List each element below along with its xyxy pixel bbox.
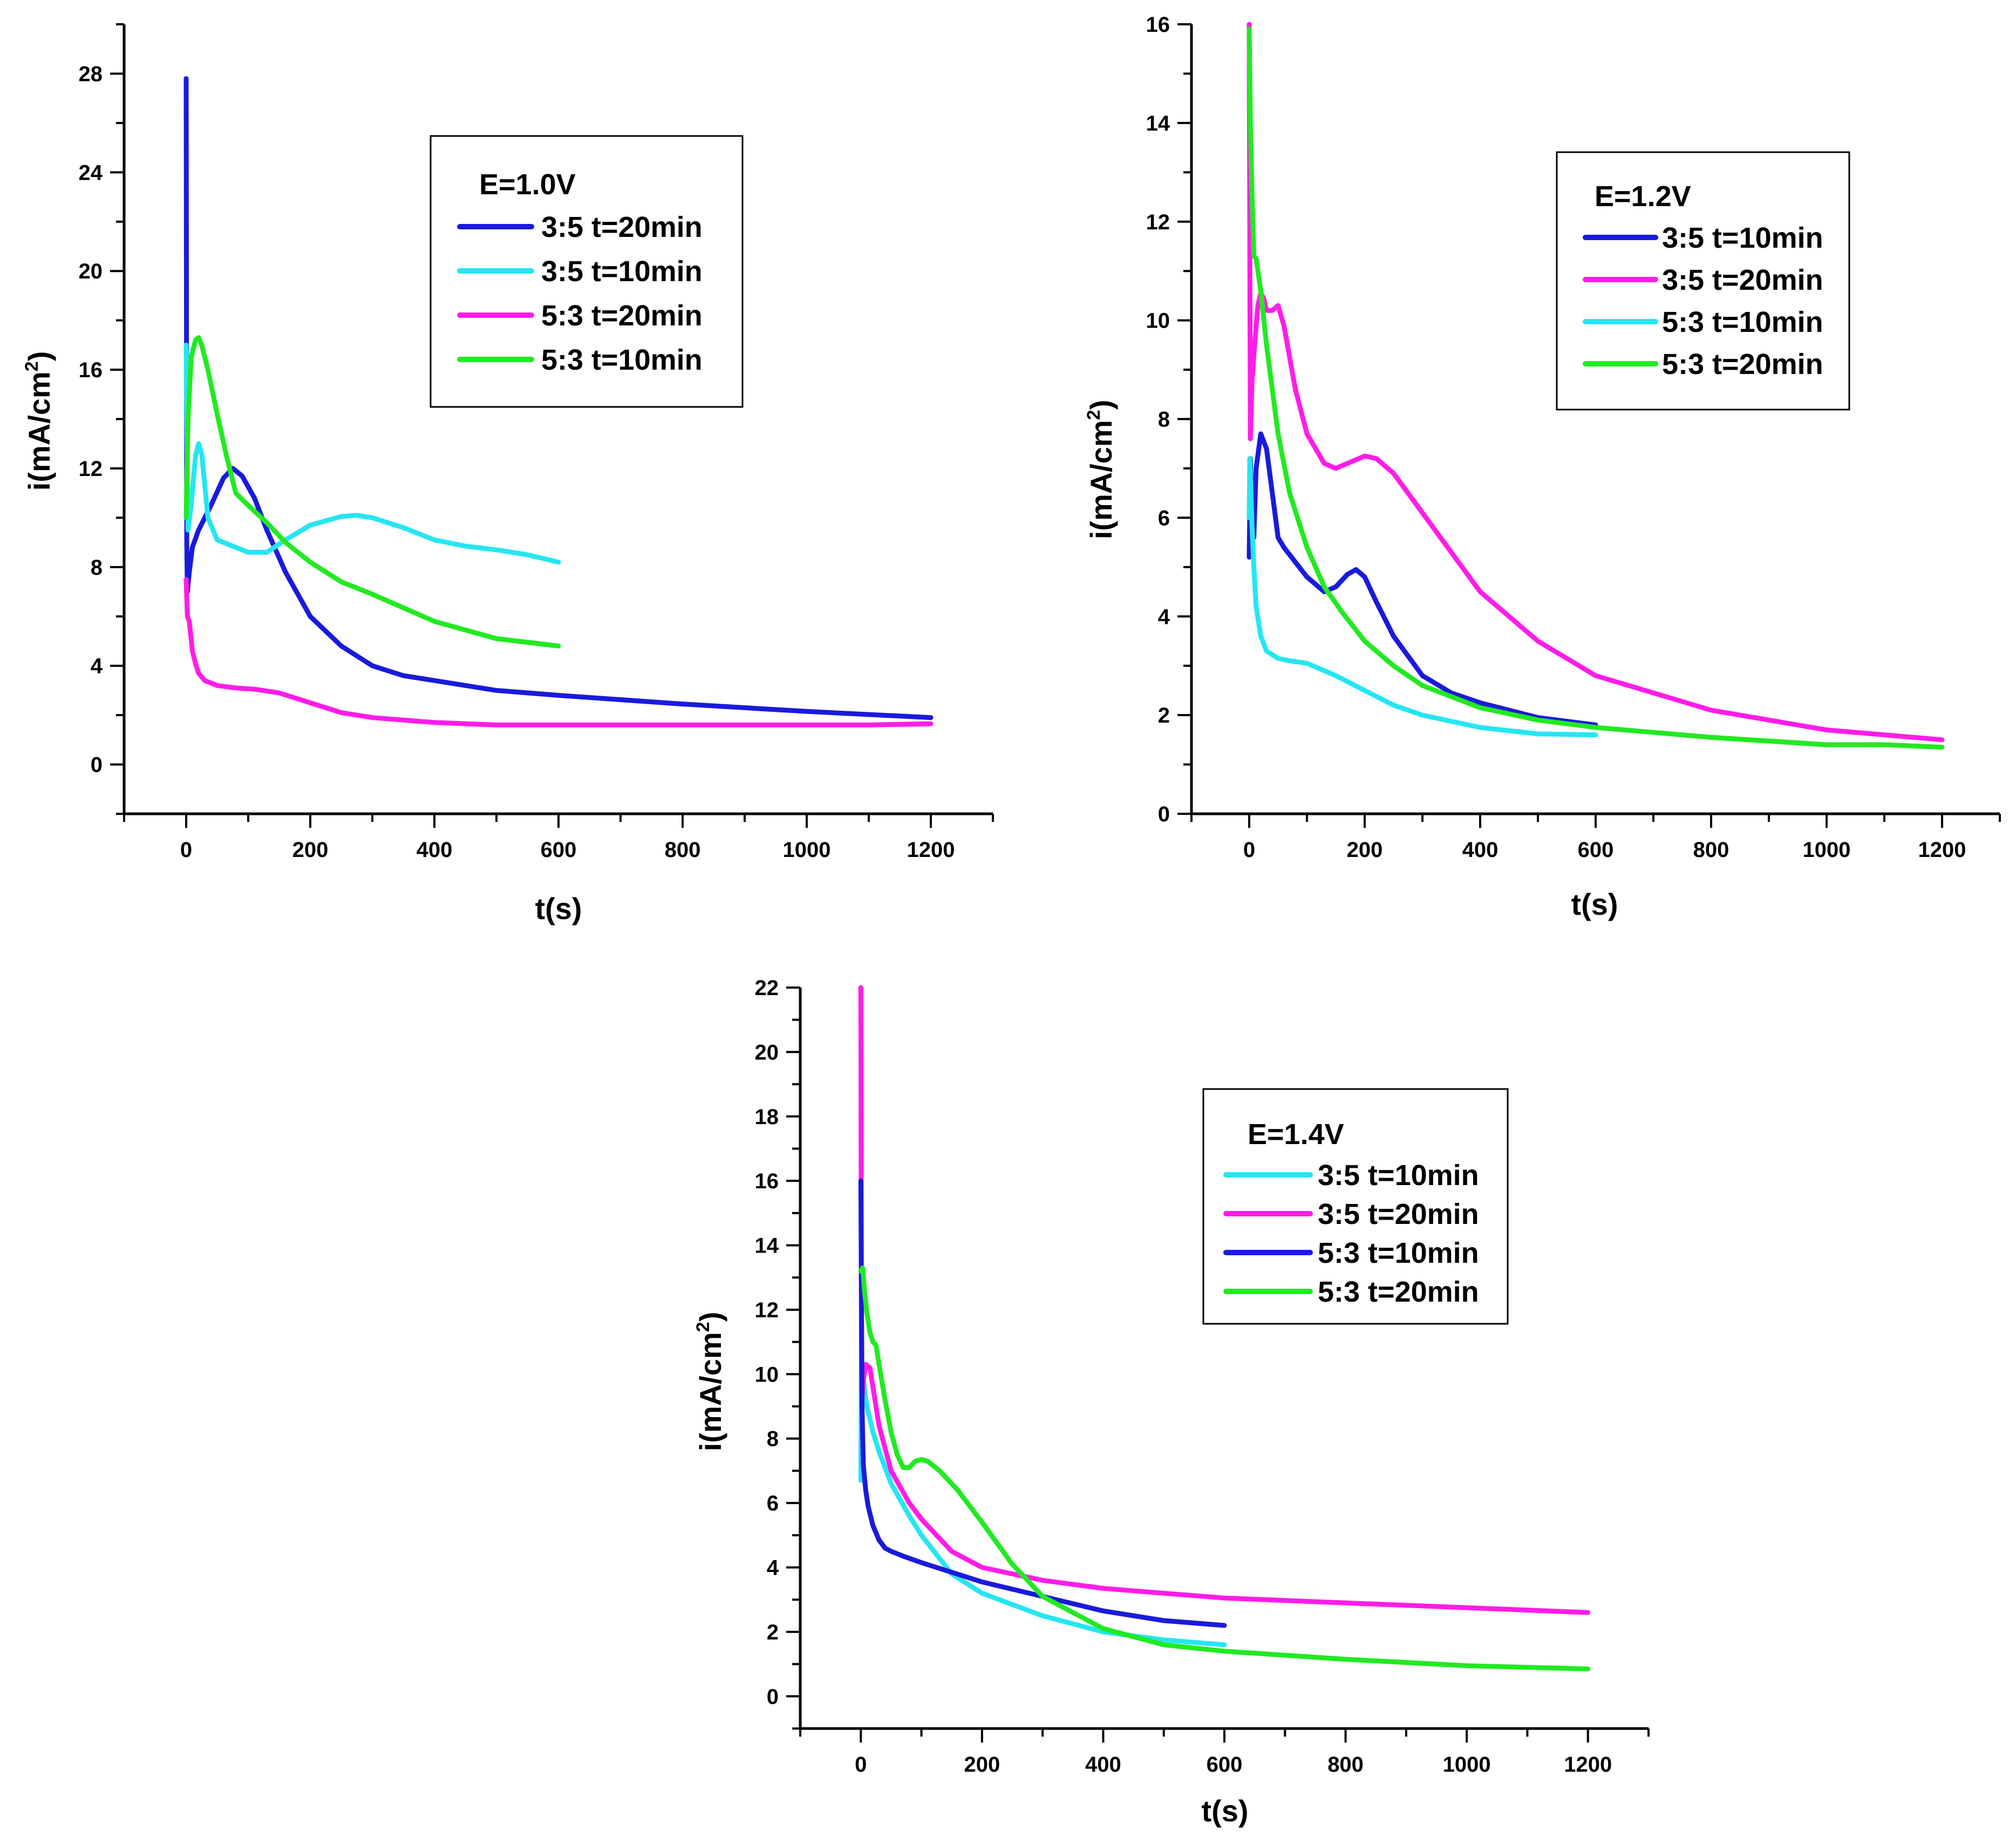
y-tick-label: 12	[755, 1298, 779, 1322]
x-axis-title: t(s)	[1201, 1794, 1248, 1828]
y-tick-label: 24	[79, 161, 103, 185]
x-tick-label: 600	[541, 838, 577, 862]
y-tick-label: 16	[755, 1169, 779, 1193]
series-line-5-3-t-10min	[1247, 456, 1598, 738]
legend-title: E=1.0V	[479, 168, 576, 201]
y-tick-label: 4	[1158, 605, 1170, 629]
x-tick-label: 1000	[1803, 838, 1851, 862]
legend-entry: 3:5 t=20min	[541, 211, 703, 243]
series-line-5-3-t-10min	[858, 1178, 1227, 1628]
y-tick-label: 20	[79, 260, 103, 283]
legend-entry: 3:5 t=10min	[541, 255, 703, 288]
legend-title: E=1.2V	[1595, 180, 1691, 213]
chart-panel-1: 0 200 400 600 800 1000 1200 0 4 8 12 16 20 24 28 t(s) i(…	[22, 23, 994, 926]
x-tick-label: 600	[1207, 1753, 1243, 1777]
y-axis-title-superscript: 2	[693, 1322, 713, 1332]
x-tick-label: 1200	[1918, 838, 1966, 862]
y-tick-label: 2	[767, 1621, 779, 1644]
y-tick-label: 8	[767, 1427, 779, 1451]
y-tick-label: 14	[755, 1234, 779, 1258]
legend-entry: 3:5 t=20min	[1662, 264, 1823, 296]
x-tick-label: 200	[964, 1753, 1000, 1777]
x-tick-label: 400	[417, 838, 453, 862]
y-axis-title: i(mA/cm2)	[22, 351, 56, 491]
legend-entry: 5:3 t=10min	[541, 344, 703, 376]
legend-box	[1202, 1088, 1509, 1325]
x-axis-title: t(s)	[1571, 887, 1618, 921]
legend-entry: 3:5 t=10min	[1662, 222, 1823, 254]
y-tick-label: 0	[767, 1685, 779, 1709]
x-tick-label: 800	[665, 838, 701, 862]
y-tick-label: 0	[91, 753, 103, 777]
y-tick-label: 18	[755, 1105, 779, 1129]
y-axis-title-main: i(mA/cm	[693, 1332, 727, 1451]
y-tick-label: 20	[755, 1040, 779, 1064]
y-axis-title-superscript: 2	[1084, 410, 1104, 420]
series-line-5-3-t-10min	[183, 335, 561, 649]
y-tick-label: 16	[79, 358, 103, 382]
x-tick-label: 200	[292, 838, 329, 862]
x-tick-label: 600	[1578, 838, 1614, 862]
y-tick-label: 2	[1158, 704, 1170, 727]
series-line-5-3-t-20min	[858, 1265, 1591, 1672]
series-line-3-5-t-10min	[183, 342, 561, 565]
y-tick-label: 6	[1158, 506, 1170, 530]
series-line-3-5-t-10min	[858, 1356, 1227, 1648]
x-axis-title: t(s)	[535, 892, 582, 926]
y-axis-title: i(mA/cm2)	[1084, 400, 1118, 540]
x-tick-label: 0	[855, 1753, 867, 1777]
series-line-3-5-t-10min	[1247, 431, 1598, 727]
y-axis-title-main: i(mA/cm	[1084, 420, 1118, 539]
x-tick-label: 1200	[907, 838, 955, 862]
x-tick-label: 0	[180, 838, 192, 862]
y-tick-label: 16	[1146, 13, 1170, 37]
y-axis-title-close: )	[693, 1312, 727, 1322]
legend: E=1.0V 3:5 t=20min 3:5 t=10min 5:3 t=20min 5…	[430, 135, 744, 408]
x-tick-label: 800	[1327, 1753, 1364, 1777]
chart-panel-3: 0 200 400 600 800 1000 12000246810121416182022…	[693, 976, 1650, 1828]
legend-entry: 3:5 t=10min	[1318, 1159, 1479, 1192]
y-tick-label: 10	[755, 1363, 779, 1386]
series-line-3-5-t-20min	[1247, 22, 1945, 743]
legend-entry: 5:3 t=10min	[1318, 1237, 1479, 1269]
y-tick-label: 28	[79, 62, 103, 86]
y-tick-label: 4	[91, 655, 103, 678]
series-line-5-3-t-20min	[183, 577, 934, 727]
y-tick-label: 6	[767, 1492, 779, 1515]
y-tick-label: 8	[1158, 408, 1170, 432]
legend-entry: 5:3 t=20min	[1318, 1276, 1479, 1308]
legend-entry: 5:3 t=20min	[1662, 348, 1823, 380]
y-axis-title-main: i(mA/cm	[22, 371, 56, 491]
x-tick-label: 200	[1347, 838, 1383, 862]
x-tick-label: 400	[1462, 838, 1499, 862]
y-axis-title-close: )	[22, 351, 56, 362]
legend-title: E=1.4V	[1248, 1118, 1344, 1151]
legend-entry: 3:5 t=20min	[1318, 1198, 1479, 1230]
y-axis-title: i(mA/cm2)	[693, 1312, 727, 1452]
y-tick-label: 12	[1146, 210, 1170, 234]
y-tick-label: 12	[79, 457, 103, 481]
y-tick-label: 14	[1146, 112, 1170, 135]
series-line-5-3-t-20min	[1247, 26, 1945, 750]
x-tick-label: 1200	[1564, 1753, 1612, 1777]
chart-panel-2: 0 200 400 600 800 1000 1200 0 2 4 6 8 10 12 14 16 t(s) i(…	[1084, 13, 2001, 921]
y-axis-title-close: )	[1084, 400, 1118, 410]
y-tick-label: 8	[91, 556, 103, 580]
legend: E=1.4V 3:5 t=10min 3:5 t=20min 5:3 t=10min 5…	[1202, 1088, 1509, 1325]
x-tick-label: 1000	[1443, 1753, 1491, 1777]
legend: E=1.2V 3:5 t=10min 3:5 t=20min 5:3 t=10min 5…	[1556, 151, 1850, 411]
x-tick-label: 800	[1693, 838, 1729, 862]
legend-entry: 5:3 t=20min	[541, 300, 703, 332]
y-tick-label: 0	[1158, 802, 1170, 826]
y-tick-label: 22	[755, 976, 779, 1000]
y-axis-title-superscript: 2	[22, 361, 42, 371]
legend-entry: 5:3 t=10min	[1662, 306, 1823, 338]
y-tick-label: 4	[767, 1556, 779, 1580]
x-tick-label: 1000	[783, 838, 831, 862]
x-tick-label: 400	[1085, 1753, 1121, 1777]
y-tick-label: 10	[1146, 309, 1170, 333]
x-tick-label: 0	[1243, 838, 1255, 862]
